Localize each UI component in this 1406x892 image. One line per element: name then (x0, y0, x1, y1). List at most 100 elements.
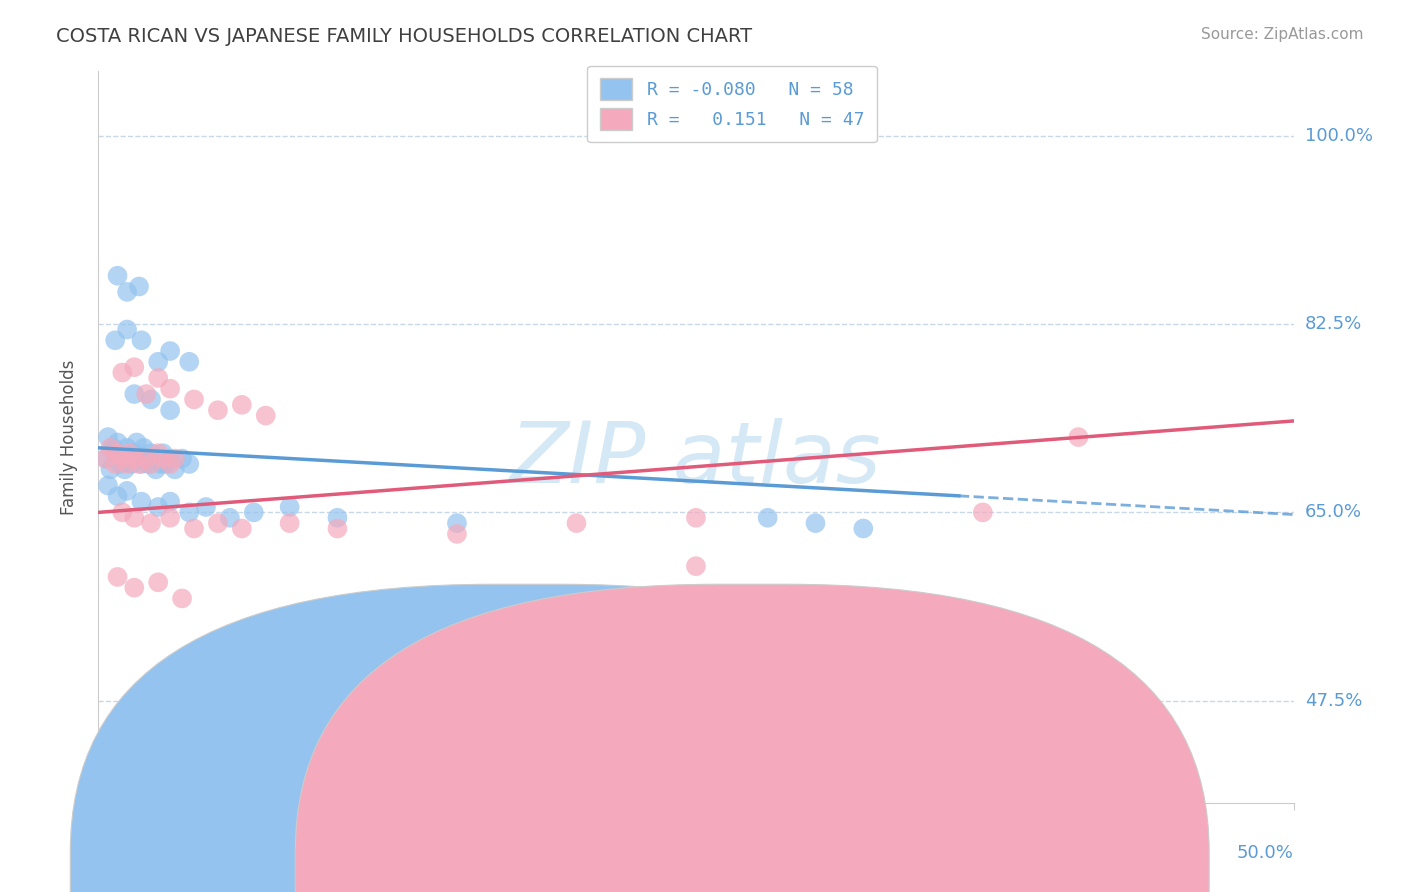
Text: Costa Ricans: Costa Ricans (576, 861, 693, 879)
Y-axis label: Family Households: Family Households (59, 359, 77, 515)
Point (1067, 430, 1090, 444)
Point (118, 446, 141, 460)
Point (111, 366, 134, 380)
Point (104, 457, 127, 471)
Point (278, 500, 301, 514)
Point (207, 516, 229, 530)
Text: 0.0%: 0.0% (98, 845, 143, 863)
Point (115, 322, 138, 336)
Point (446, 516, 468, 530)
Point (159, 382, 181, 396)
Point (254, 409, 277, 423)
Point (326, 521, 349, 535)
Point (135, 451, 157, 466)
Point (756, 510, 779, 524)
Point (163, 462, 186, 476)
Point (231, 521, 253, 535)
Point (159, 403, 181, 417)
Point (125, 435, 148, 450)
Point (138, 457, 160, 471)
Point (565, 656, 588, 670)
Point (139, 446, 162, 460)
Point (148, 371, 170, 385)
Point (148, 446, 170, 460)
Point (111, 451, 134, 466)
Point (148, 355, 170, 369)
Point (107, 268, 129, 283)
Point (172, 591, 194, 606)
Point (152, 446, 174, 460)
Text: COSTA RICAN VS JAPANESE FAMILY HOUSEHOLDS CORRELATION CHART: COSTA RICAN VS JAPANESE FAMILY HOUSEHOLD… (56, 27, 752, 45)
Point (108, 457, 131, 471)
Point (972, 505, 994, 519)
Point (685, 559, 707, 574)
Point (107, 435, 129, 450)
Point (135, 387, 157, 401)
Point (118, 451, 141, 466)
Point (565, 516, 588, 530)
Point (107, 489, 129, 503)
Text: 100.0%: 100.0% (1305, 127, 1372, 145)
Point (852, 521, 875, 535)
Point (148, 451, 170, 466)
Point (948, 721, 970, 735)
Point (155, 457, 177, 471)
Point (243, 505, 266, 519)
Point (124, 360, 146, 375)
Point (142, 451, 165, 466)
Point (111, 451, 134, 466)
Text: Source: ZipAtlas.com: Source: ZipAtlas.com (1201, 27, 1364, 42)
Point (1019, 677, 1042, 691)
Point (111, 505, 134, 519)
Point (159, 457, 181, 471)
Point (145, 462, 167, 476)
Point (139, 516, 162, 530)
Legend: R = -0.080   N = 58, R =   0.151   N = 47: R = -0.080 N = 58, R = 0.151 N = 47 (586, 66, 877, 143)
Point (128, 279, 150, 293)
Point (159, 510, 181, 524)
Point (231, 398, 253, 412)
Point (148, 575, 170, 590)
Point (183, 392, 205, 407)
Point (115, 441, 138, 455)
Point (219, 510, 242, 524)
Point (207, 403, 229, 417)
Point (124, 387, 146, 401)
Text: 47.5%: 47.5% (1305, 691, 1362, 710)
Point (97, 430, 120, 444)
Point (115, 457, 138, 471)
Point (94, 451, 117, 466)
Point (132, 441, 155, 455)
Point (159, 451, 181, 466)
Point (115, 285, 138, 299)
Point (107, 570, 129, 584)
Point (124, 446, 146, 460)
Point (124, 451, 146, 466)
Point (98, 462, 122, 476)
Point (124, 581, 146, 595)
Point (278, 516, 301, 530)
Point (326, 510, 349, 524)
Text: ZIP atlas: ZIP atlas (510, 417, 882, 500)
Point (131, 457, 153, 471)
Point (179, 505, 201, 519)
Point (98, 441, 122, 455)
Point (114, 462, 136, 476)
Point (94, 451, 117, 466)
Point (131, 494, 153, 508)
Text: Japanese: Japanese (801, 861, 883, 879)
Point (172, 451, 194, 466)
Text: 50.0%: 50.0% (1237, 845, 1294, 863)
Point (115, 483, 138, 498)
Point (107, 446, 129, 460)
Point (195, 500, 218, 514)
Point (131, 333, 153, 347)
Point (179, 355, 201, 369)
Point (128, 457, 150, 471)
Point (101, 441, 124, 455)
Point (446, 527, 468, 541)
Text: 82.5%: 82.5% (1305, 315, 1362, 333)
Point (104, 446, 127, 460)
Point (139, 457, 162, 471)
Point (124, 510, 146, 524)
